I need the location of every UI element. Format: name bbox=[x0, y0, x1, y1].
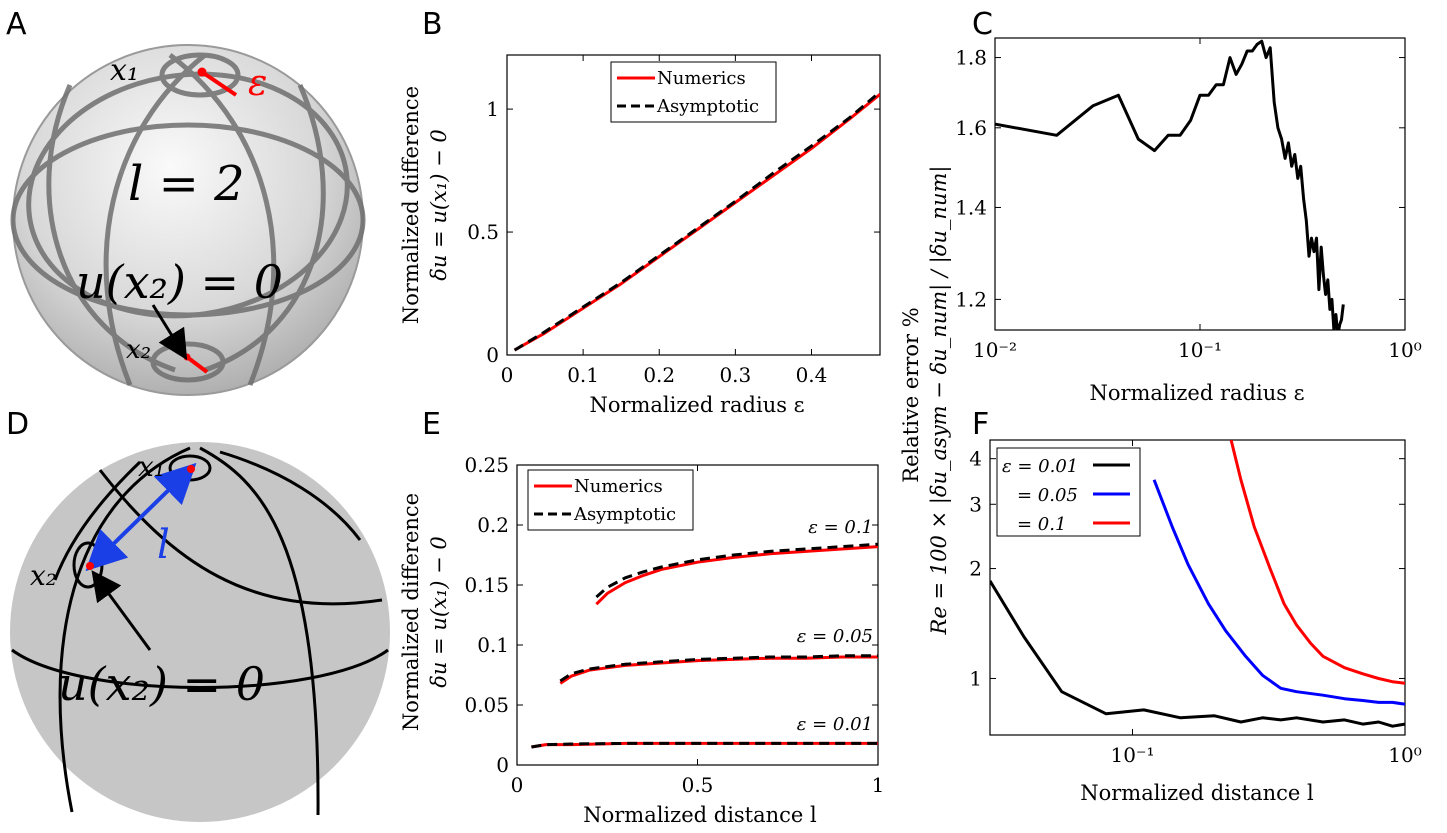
chart-f-series-2 bbox=[1229, 440, 1405, 685]
label-u-a: u(x₂) = 0 bbox=[76, 255, 283, 309]
y-tick-label: 1 bbox=[486, 97, 499, 121]
chart-f-legend-eps001: ε = 0.01 bbox=[1002, 456, 1078, 477]
x-tick-label: 0.4 bbox=[796, 363, 828, 387]
panel-e: E 0 0.5 1 0 0.05 0.1 0.15 0.2 0.25 Normalized di… bbox=[399, 407, 884, 827]
sphere-d bbox=[10, 442, 390, 822]
y-tick-label: 4 bbox=[969, 447, 982, 471]
y-tick-label: 3 bbox=[969, 492, 982, 516]
chart-c: 10⁻² 10⁻¹ 10⁰ 1.2 1.4 1.6 1.8 bbox=[955, 37, 1422, 362]
y-tick-label: 0.05 bbox=[464, 693, 509, 717]
chart-c-ylabel-1: Relative error % bbox=[899, 307, 923, 482]
chart-f-legend: ε = 0.01 = 0.05 = 0.1 bbox=[996, 447, 1141, 537]
y-tick-label: 1.6 bbox=[955, 116, 987, 140]
chart-f-axes-box bbox=[989, 439, 1406, 736]
y-tick-label: 0.15 bbox=[464, 573, 509, 597]
chart-b-legend: Numerics Asymptotic bbox=[610, 61, 777, 123]
x-tick-label: 10⁰ bbox=[1388, 338, 1421, 362]
panel-letter-c: C bbox=[972, 7, 993, 42]
chart-e-xlabel: Normalized distance l bbox=[583, 803, 817, 827]
chart-b-ylabel-2: δu = u(x₁) − 0 bbox=[427, 129, 451, 281]
chart-b-legend-asymptotic: Asymptotic bbox=[656, 96, 759, 117]
chart-e-series-2 bbox=[559, 655, 878, 685]
panel-d: D x₁ l x₂ u(x₂) = 0 bbox=[6, 407, 390, 822]
panel-letter-f: F bbox=[972, 407, 989, 442]
chart-e-ylabel-1: Normalized difference bbox=[399, 493, 423, 731]
y-tick-label: 1.8 bbox=[955, 46, 987, 70]
chart-e-annotation-eps-001: ε = 0.01 bbox=[797, 714, 873, 735]
chart-e-ylabel-2: δu = u(x₁) − 0 bbox=[427, 536, 451, 688]
chart-f-xlabel: Normalized distance l bbox=[1080, 781, 1314, 805]
x-tick-label: 10⁰ bbox=[1388, 743, 1421, 767]
y-tick-label: 0.2 bbox=[477, 513, 509, 537]
y-tick-label: 1.2 bbox=[955, 287, 987, 311]
panel-letter-b: B bbox=[422, 7, 443, 42]
chart-f-series-0 bbox=[990, 580, 1405, 728]
chart-e-series-3 bbox=[559, 654, 878, 683]
chart-b-axes-box bbox=[506, 54, 881, 356]
panel-letter-d: D bbox=[6, 407, 29, 442]
chart-f-series-1 bbox=[1152, 479, 1405, 706]
chart-b-series-0 bbox=[513, 93, 880, 352]
chart-e-series-5 bbox=[531, 741, 878, 749]
chart-e-series-1 bbox=[595, 542, 878, 599]
chart-e-legend-numerics: Numerics bbox=[574, 476, 663, 497]
x-tick-label: 0.5 bbox=[682, 773, 714, 797]
label-x2-a: x₂ bbox=[126, 335, 151, 365]
y-tick-label: 0 bbox=[496, 753, 509, 777]
chart-e-series-0 bbox=[595, 545, 878, 606]
y-tick-label: 0.25 bbox=[464, 453, 509, 477]
chart-e: 0 0.5 1 0 0.05 0.1 0.15 0.2 0.25 bbox=[464, 453, 884, 797]
x-tick-label: 10⁻² bbox=[973, 338, 1017, 362]
panel-a: A x₁ ε l = 2 u(x₂) = 0 x₂ bbox=[6, 7, 366, 396]
chart-c-series-0 bbox=[995, 39, 1345, 330]
sphere-a bbox=[10, 44, 366, 396]
y-tick-label: 1.4 bbox=[955, 195, 987, 219]
x-tick-label: 0.2 bbox=[643, 363, 675, 387]
label-l-a: l = 2 bbox=[128, 156, 245, 212]
chart-b-xlabel: Normalized radius ε bbox=[589, 393, 804, 417]
chart-c-axes-box bbox=[994, 37, 1406, 331]
chart-c-xlabel: Normalized radius ε bbox=[1089, 381, 1304, 405]
chart-e-annotation-eps-01: ε = 0.1 bbox=[808, 517, 873, 538]
panel-letter-e: E bbox=[422, 407, 441, 442]
chart-b-legend-numerics: Numerics bbox=[657, 68, 746, 89]
y-tick-label: 0.1 bbox=[477, 633, 509, 657]
chart-b-series-1 bbox=[513, 90, 880, 352]
label-x1-a: x₁ bbox=[110, 53, 139, 88]
chart-e-annotation-eps-005: ε = 0.05 bbox=[797, 626, 873, 647]
label-epsilon-a: ε bbox=[248, 63, 267, 104]
x-tick-label: 0.3 bbox=[719, 363, 751, 387]
y-tick-label: 2 bbox=[969, 557, 982, 581]
panel-c: C 10⁻² 10⁻¹ 10⁰ 1.2 1.4 1.6 1.8 Normalized rad… bbox=[899, 7, 1422, 635]
chart-f: 10⁻¹ 10⁰ 1 2 3 4 bbox=[969, 439, 1422, 767]
panel-f: F 10⁻¹ 10⁰ 1 2 3 4 Normalized distance l ε = … bbox=[969, 407, 1421, 805]
x-tick-label: 0 bbox=[501, 363, 514, 387]
chart-f-legend-eps01: = 0.1 bbox=[1017, 514, 1066, 535]
panel-letter-a: A bbox=[6, 7, 27, 42]
chart-c-ylabel-2: Re = 100 × |δu_asym − δu_num| / |δu_num| bbox=[927, 166, 952, 636]
panel-b: B 0 0.1 0.2 0.3 0.4 0 0.5 1 Normalized radius ε… bbox=[399, 7, 881, 417]
label-l-d: l bbox=[157, 522, 170, 568]
x-tick-label: 10⁻¹ bbox=[1110, 743, 1154, 767]
y-tick-label: 0 bbox=[486, 343, 499, 367]
chart-f-legend-eps005: = 0.05 bbox=[1017, 485, 1078, 506]
x-tick-label: 0.1 bbox=[567, 363, 599, 387]
y-tick-label: 0.5 bbox=[467, 220, 499, 244]
y-tick-label: 1 bbox=[969, 666, 982, 690]
label-x2-d: x₂ bbox=[30, 559, 57, 592]
x-tick-label: 1 bbox=[872, 773, 885, 797]
label-x1-d: x₁ bbox=[138, 450, 165, 483]
x-tick-label: 0 bbox=[511, 773, 524, 797]
chart-e-legend: Numerics Asymptotic bbox=[527, 469, 694, 531]
chart-b: 0 0.1 0.2 0.3 0.4 0 0.5 1 bbox=[467, 54, 881, 387]
label-u-d: u(x₂) = 0 bbox=[58, 657, 265, 711]
x-tick-label: 10⁻¹ bbox=[1178, 338, 1222, 362]
chart-e-legend-asymptotic: Asymptotic bbox=[573, 504, 676, 525]
chart-b-ylabel-1: Normalized difference bbox=[399, 86, 423, 324]
